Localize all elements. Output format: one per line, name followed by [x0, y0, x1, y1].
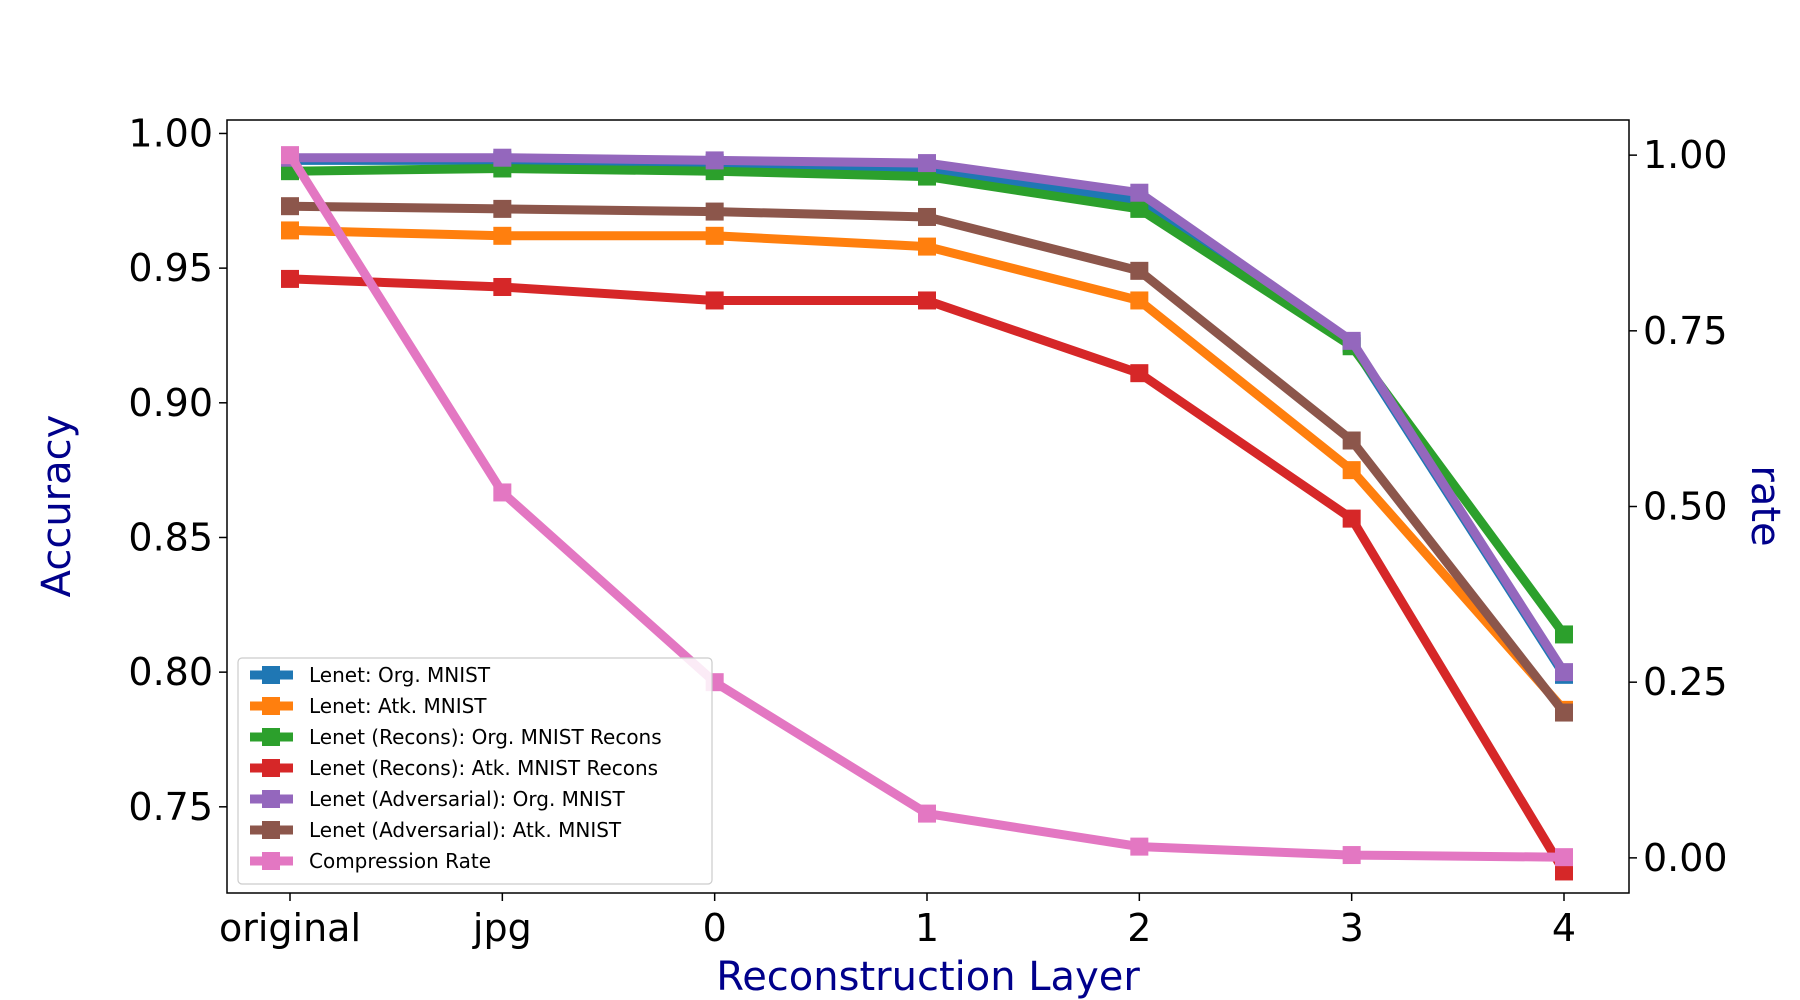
y-tick-label: 0.80 — [128, 650, 213, 694]
x-axis-title: Reconstruction Layer — [716, 954, 1140, 1000]
data-point — [1555, 848, 1573, 867]
data-point — [705, 151, 724, 170]
y2-tick-label: 0.00 — [1643, 836, 1728, 880]
data-point — [281, 269, 299, 288]
y2-tick-label: 0.75 — [1643, 309, 1728, 353]
data-point — [1342, 846, 1361, 865]
y2-tick-label: 0.25 — [1643, 660, 1728, 704]
legend-swatch-marker — [262, 852, 280, 870]
data-point — [705, 226, 724, 245]
legend-swatch-marker — [262, 728, 280, 746]
data-point — [705, 291, 724, 310]
x-tick-label: jpg — [472, 906, 532, 950]
data-point — [1342, 509, 1361, 528]
data-point — [918, 291, 936, 310]
y-tick-label: 1.00 — [128, 111, 213, 155]
y-axis-right: 0.00 0.25 0.50 0.75 1.00 — [1629, 133, 1728, 880]
data-point — [1130, 837, 1149, 856]
data-point — [493, 148, 512, 167]
y2-tick-label: 1.00 — [1643, 133, 1728, 177]
data-point — [1130, 199, 1149, 218]
data-point — [1130, 291, 1149, 310]
y2-tick-label: 0.50 — [1643, 485, 1728, 529]
data-point — [1555, 862, 1573, 881]
legend: Lenet: Org. MNIST Lenet: Atk. MNIST Lenet … — [237, 657, 713, 885]
data-point — [918, 237, 936, 256]
data-point — [1342, 461, 1361, 480]
data-point — [918, 207, 936, 226]
y-tick-label: 0.75 — [128, 785, 213, 829]
legend-label: Lenet (Recons): Atk. MNIST Recons — [309, 756, 658, 780]
series-3 — [281, 269, 1573, 881]
y2-axis-title: rate — [1742, 465, 1788, 546]
y-tick-label: 0.90 — [128, 381, 213, 425]
legend-label: Lenet: Org. MNIST — [309, 663, 491, 687]
data-point — [1130, 183, 1149, 202]
data-point — [1342, 431, 1361, 450]
data-point — [1555, 663, 1573, 682]
x-tick-label: 4 — [1552, 906, 1576, 950]
data-point — [493, 277, 512, 296]
data-point — [1342, 331, 1361, 350]
x-tick-label: 3 — [1340, 906, 1364, 950]
legend-swatch-marker — [262, 666, 280, 684]
data-point — [281, 221, 299, 240]
legend-swatch-marker — [262, 759, 280, 777]
y-axis-left: 0.75 0.80 0.85 0.90 0.95 1.00 — [128, 111, 227, 829]
data-point — [1555, 625, 1573, 644]
data-point — [493, 199, 512, 218]
x-tick-label: 1 — [915, 906, 939, 950]
data-point — [705, 202, 724, 221]
data-point — [281, 146, 299, 165]
data-point — [918, 804, 936, 823]
data-point — [493, 226, 512, 245]
x-tick-label: 0 — [703, 906, 727, 950]
data-point — [493, 483, 512, 502]
legend-label: Lenet (Recons): Org. MNIST Recons — [309, 725, 662, 749]
legend-swatch-marker — [262, 790, 280, 808]
legend-swatch-marker — [262, 821, 280, 839]
legend-label: Compression Rate — [309, 849, 491, 873]
legend-label: Lenet: Atk. MNIST — [309, 694, 487, 718]
legend-label: Lenet (Adversarial): Org. MNIST — [309, 787, 625, 811]
data-point — [1555, 703, 1573, 722]
x-tick-label: original — [219, 906, 361, 950]
data-point — [1130, 364, 1149, 383]
legend-swatch-marker — [262, 697, 280, 715]
y-axis-title: Accuracy — [34, 415, 80, 598]
data-point — [281, 197, 299, 216]
series-layer — [281, 146, 1573, 881]
y-tick-label: 0.85 — [128, 515, 213, 559]
x-axis: original jpg 0 1 2 3 4 — [219, 893, 1576, 950]
series-5 — [281, 197, 1573, 722]
legend-box — [237, 657, 713, 885]
y-tick-label: 0.95 — [128, 246, 213, 290]
legend-label: Lenet (Adversarial): Atk. MNIST — [309, 818, 622, 842]
x-tick-label: 2 — [1127, 906, 1151, 950]
data-point — [918, 154, 936, 173]
data-point — [1130, 261, 1149, 280]
